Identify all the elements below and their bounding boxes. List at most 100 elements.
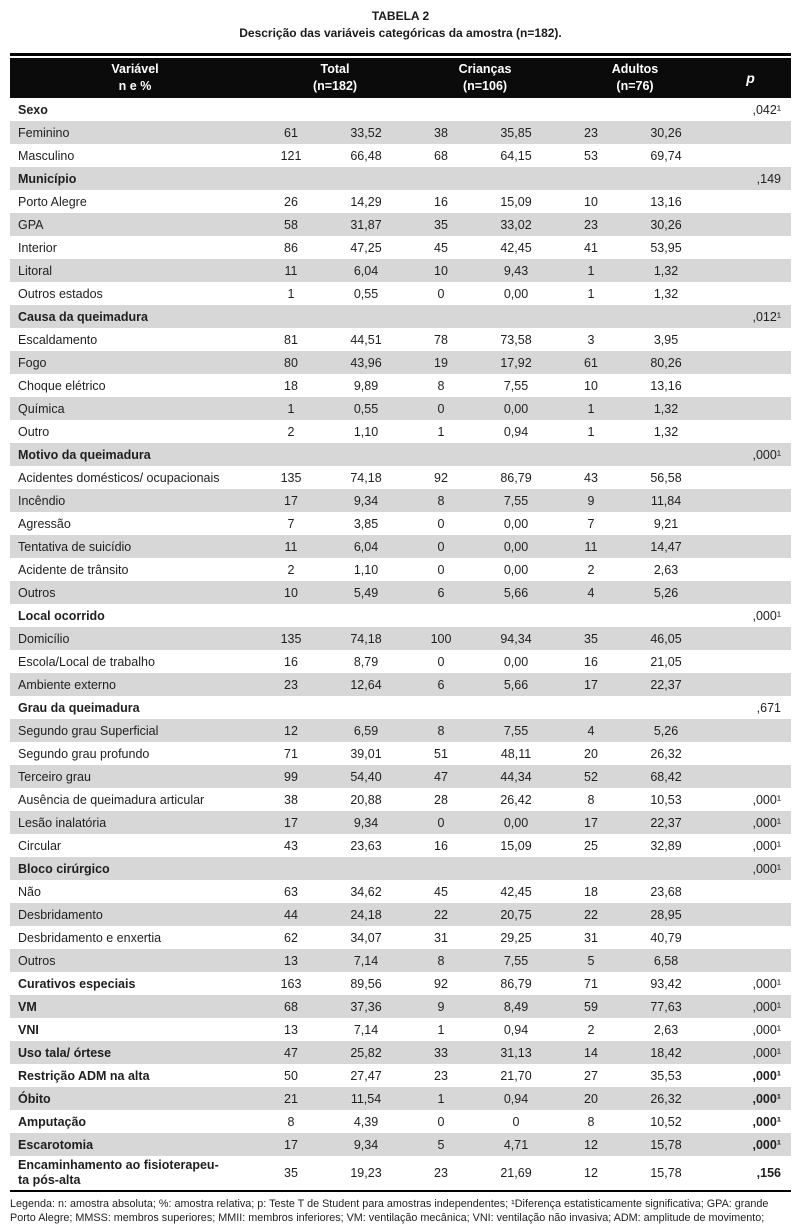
cell-n-value: 16 xyxy=(434,838,448,853)
cell-percent-value: 24,18 xyxy=(350,907,382,922)
cell-percent-value: 86,79 xyxy=(500,470,532,485)
table-row: Acidentes domésticos/ ocupacionais 135 74,… xyxy=(10,466,791,489)
table-row: VNI 13 7,14 1 0,94 2 2,63 ,000¹ xyxy=(10,1018,791,1041)
cell-n-value: 0 xyxy=(437,401,445,416)
table-row: Incêndio 17 9,34 8 7,55 9 11,84 xyxy=(10,489,791,512)
table-row: Lesão inalatória 17 9,34 0 0,00 17 22,37 ,000¹ xyxy=(10,811,791,834)
table-header: Variável n e % Total (n=182) Crianças (n… xyxy=(10,58,791,98)
cell-n-value: 1 xyxy=(587,286,595,301)
cell-n-value: 0 xyxy=(437,815,445,830)
cell-percent-value: 26,42 xyxy=(500,792,532,807)
cell-percent-value: 6,04 xyxy=(353,263,379,278)
cell-n-value: 1 xyxy=(587,401,595,416)
cell-n-value: 44 xyxy=(284,907,298,922)
table-row: Agressão 7 3,85 0 0,00 7 9,21 xyxy=(10,512,791,535)
table-row: Tentativa de suicídio 11 6,04 0 0,00 11 14,47 xyxy=(10,535,791,558)
cell-n-value: 20 xyxy=(584,1091,598,1106)
cell-n-value: 11 xyxy=(284,263,298,278)
row-label: Sexo xyxy=(18,102,48,117)
cell-percent-value: 9,43 xyxy=(503,263,529,278)
cell-n-value: 61 xyxy=(284,125,298,140)
cell-n-value: 8 xyxy=(587,1114,595,1129)
cell-percent-value: 89,56 xyxy=(350,976,382,991)
cell-n-value: 58 xyxy=(284,217,298,232)
row-label: Outro xyxy=(18,424,50,439)
cell-n-value: 0 xyxy=(437,654,445,669)
cell-percent-value: 0,94 xyxy=(503,424,529,439)
cell-n-value: 20 xyxy=(584,746,598,761)
table-row: Ausência de queimadura articular 38 20,88 2… xyxy=(10,788,791,811)
cell-p-value: ,000¹ xyxy=(752,815,782,830)
cell-percent-value: 42,45 xyxy=(500,884,532,899)
cell-n-value: 10 xyxy=(284,585,298,600)
header-variable-line2: n e % xyxy=(118,79,152,93)
table-row: Outros estados 1 0,55 0 0,00 1 1,32 xyxy=(10,282,791,305)
cell-n-value: 4 xyxy=(587,723,595,738)
row-label: Fogo xyxy=(18,355,47,370)
header-adultos-label: Adultos xyxy=(611,62,659,76)
table-row: Domicílio 135 74,18 100 94,34 35 46,05 xyxy=(10,627,791,650)
cell-n-value: 23 xyxy=(584,125,598,140)
cell-percent-value: 6,04 xyxy=(353,539,379,554)
cell-percent-value: 30,26 xyxy=(650,125,682,140)
table-rule-gap xyxy=(10,56,791,58)
cell-percent-value: 0,00 xyxy=(503,286,529,301)
row-label: Agressão xyxy=(18,516,71,531)
cell-percent-value: 66,48 xyxy=(350,148,382,163)
row-label: Terceiro grau xyxy=(18,769,91,784)
cell-n-value: 100 xyxy=(430,631,452,646)
cell-percent-value: 0,94 xyxy=(503,1091,529,1106)
cell-p-value: ,000¹ xyxy=(752,1137,782,1152)
cell-p-value: ,000¹ xyxy=(752,976,782,991)
cell-percent-value: 64,15 xyxy=(500,148,532,163)
cell-n-value: 61 xyxy=(584,355,598,370)
header-p-column: p xyxy=(710,58,791,98)
cell-percent-value: 7,55 xyxy=(503,953,529,968)
row-label: Outros xyxy=(18,953,56,968)
cell-n-value: 1 xyxy=(587,263,595,278)
cell-n-value: 17 xyxy=(284,493,298,508)
cell-n-value: 8 xyxy=(437,378,445,393)
row-label: Desbridamento xyxy=(18,907,103,922)
cell-n-value: 28 xyxy=(434,792,448,807)
cell-percent-value: 9,34 xyxy=(353,1137,379,1152)
header-variable-column: Variável n e % xyxy=(10,58,260,98)
row-label: Segundo grau profundo xyxy=(18,746,150,761)
row-label: Domicílio xyxy=(18,631,70,646)
section-row: Município ,149 xyxy=(10,167,791,190)
cell-percent-value: 94,34 xyxy=(500,631,532,646)
cell-percent-value: 73,58 xyxy=(500,332,532,347)
cell-n-value: 121 xyxy=(280,148,302,163)
cell-n-value: 12 xyxy=(284,723,298,738)
cell-n-value: 10 xyxy=(434,263,448,278)
cell-n-value: 38 xyxy=(434,125,448,140)
cell-percent-value: 80,26 xyxy=(650,355,682,370)
cell-n-value: 10 xyxy=(584,194,598,209)
row-label: Choque elétrico xyxy=(18,378,106,393)
cell-percent-value: 39,01 xyxy=(350,746,382,761)
cell-n-value: 6 xyxy=(437,677,445,692)
cell-n-value: 68 xyxy=(284,999,298,1014)
section-row: Causa da queimadura ,012¹ xyxy=(10,305,791,328)
cell-percent-value: 21,70 xyxy=(500,1068,532,1083)
cell-percent-value: 26,32 xyxy=(650,1091,682,1106)
table-row: Ambiente externo 23 12,64 6 5,66 17 22,37 xyxy=(10,673,791,696)
cell-n-value: 8 xyxy=(437,723,445,738)
cell-percent-value: 44,51 xyxy=(350,332,382,347)
cell-percent-value: 15,09 xyxy=(500,194,532,209)
cell-percent-value: 3,85 xyxy=(353,516,379,531)
cell-p-value: ,149 xyxy=(756,171,781,186)
page-title: TABELA 2 xyxy=(371,9,430,23)
cell-percent-value: 7,55 xyxy=(503,378,529,393)
cell-n-value: 35 xyxy=(434,217,448,232)
header-group-adultos: Adultos (n=76) xyxy=(560,58,710,98)
cell-n-value: 71 xyxy=(284,746,298,761)
cell-n-value: 23 xyxy=(434,1068,448,1083)
cell-percent-value: 53,95 xyxy=(650,240,682,255)
table-row: Outros 13 7,14 8 7,55 5 6,58 xyxy=(10,949,791,972)
table-top-rule xyxy=(10,53,791,56)
section-row: Bloco cirúrgico ,000¹ xyxy=(10,857,791,880)
cell-percent-value: 33,52 xyxy=(350,125,382,140)
cell-n-value: 1 xyxy=(437,424,445,439)
cell-n-value: 6 xyxy=(437,585,445,600)
